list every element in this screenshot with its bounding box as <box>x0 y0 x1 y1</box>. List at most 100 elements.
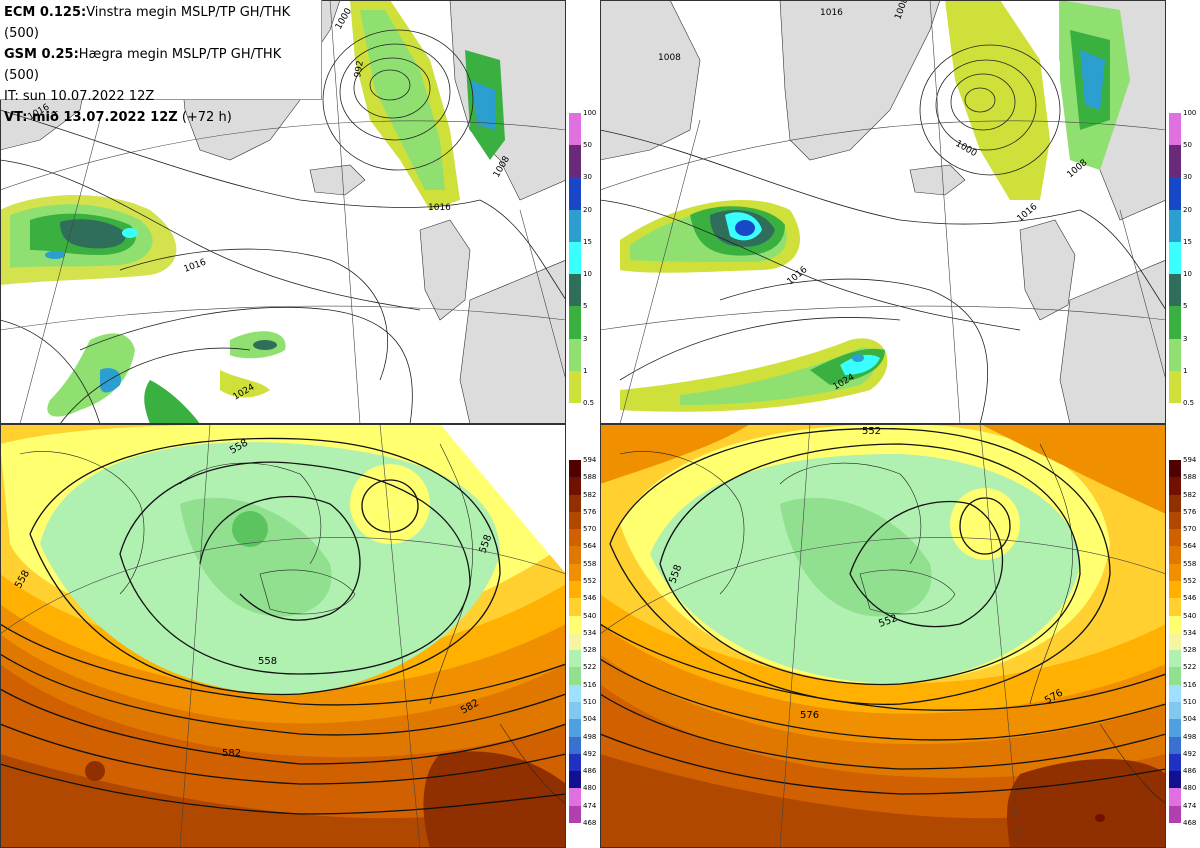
graticule <box>600 0 1166 424</box>
thickness-scale-swatch <box>1169 632 1181 651</box>
thickness-scale-label: 546 <box>583 594 597 603</box>
thickness-scale-label: 486 <box>583 767 597 776</box>
graticule <box>0 0 566 424</box>
thickness-scale-label: 468 <box>1183 819 1197 827</box>
valid-time: VT: mið 13.07.2022 12Z <box>4 110 178 125</box>
precip-scale-label: 50 <box>583 141 592 150</box>
thickness-scale-swatch <box>1169 719 1181 737</box>
precip-scale-swatch <box>1169 338 1181 371</box>
isobars <box>600 44 1166 424</box>
thickness-scale-swatch <box>1169 581 1181 599</box>
thickness-scale-swatch <box>569 736 581 754</box>
precip-scale-label: 15 <box>1183 237 1192 246</box>
thickness-scale-label: 522 <box>583 663 597 672</box>
thickness-scale-swatch <box>1169 529 1181 547</box>
precip-scale-label: 10 <box>1183 270 1192 279</box>
iceland-land <box>909 164 966 196</box>
thickness-scale-swatch <box>569 702 581 720</box>
thickness-scale-label: 576 <box>1183 507 1197 516</box>
precip-scale-label: 0.5 <box>583 399 595 407</box>
europe-land <box>1059 259 1166 424</box>
precip-scale-label: 1 <box>583 366 588 375</box>
thickness-scale-label: 552 <box>583 577 597 585</box>
thickness-scale-label: 582 <box>1183 490 1197 499</box>
thickness-scale-label: 510 <box>1183 698 1197 706</box>
thickness-scale-swatch <box>569 581 581 599</box>
thickness-scale-swatch <box>569 667 581 685</box>
forecast-hour: (+72 h) <box>177 110 232 125</box>
precip-areas <box>620 0 1130 412</box>
thickness-scale-label: 540 <box>583 611 597 620</box>
precip-scale-label: 100 <box>583 109 597 117</box>
thickness-scale-swatch <box>1169 511 1181 530</box>
thickness-scale-label: 480 <box>583 784 597 793</box>
precip-scale-label: 5 <box>1183 302 1188 311</box>
contour-label: 576 <box>800 710 819 721</box>
thickness-scale-label: 534 <box>583 628 597 637</box>
ecm-thickness-map: 558 558 558 558 582 582 <box>0 424 566 848</box>
precip-areas <box>0 0 505 424</box>
precip-scale-label: 30 <box>583 173 592 182</box>
thickness-scale-label: 564 <box>583 542 597 551</box>
thickness-scale-label: 564 <box>1183 542 1197 551</box>
thickness-scale-swatch <box>569 494 581 512</box>
isobar-label: 1016 <box>428 203 451 213</box>
precip-scale-swatch <box>1169 241 1181 275</box>
thickness-scale-swatch <box>1169 615 1181 633</box>
thickness-scale-label: 534 <box>1183 628 1197 637</box>
thickness-scale-swatch <box>1169 753 1181 772</box>
thickness-scale-swatch <box>1169 598 1181 616</box>
ecm-label: ECM 0.125: <box>4 5 87 20</box>
precip-scale-swatch <box>569 370 581 403</box>
thickness-scale-label: 570 <box>1183 525 1197 534</box>
thickness-scale-swatch <box>569 529 581 547</box>
precip-scale-label: 50 <box>1183 141 1192 150</box>
thickness-scale-swatch <box>569 788 581 806</box>
thickness-scale-label: 474 <box>583 801 597 810</box>
gh-contours <box>0 437 566 815</box>
thickness-scale-swatch <box>1169 460 1181 478</box>
thickness-scale-swatch <box>1169 650 1181 668</box>
precip-scale-label: 10 <box>583 270 592 279</box>
thickness-scale-label: 588 <box>583 473 597 482</box>
graticule <box>0 424 566 848</box>
thickness-scale-label: 504 <box>583 715 597 724</box>
thickness-colorbar-right: 594 588 582 576 570 564 558 552 546 540 534 528 522 5… <box>1169 456 1199 827</box>
thickness-scale-label: 528 <box>583 646 597 655</box>
thickness-scale-swatch <box>1169 788 1181 806</box>
precip-scale-swatch <box>569 274 581 307</box>
thickness-scale-label: 522 <box>1183 663 1197 672</box>
thickness-scale-label: 468 <box>583 819 597 827</box>
thickness-scale-label: 516 <box>1183 680 1197 689</box>
thickness-scale-swatch <box>569 719 581 737</box>
thickness-scale-swatch <box>569 598 581 616</box>
contour-label: 582 <box>222 748 241 759</box>
thickness-scale-swatch <box>569 477 581 495</box>
british-isles-land <box>1019 219 1076 321</box>
precip-scale-label: 0.5 <box>1183 399 1195 407</box>
graticule <box>600 424 1166 848</box>
thickness-scale-swatch <box>569 563 581 581</box>
precip-scale-swatch <box>1169 370 1181 403</box>
thickness-scale-label: 558 <box>1183 559 1197 568</box>
thickness-scale-swatch <box>569 460 581 478</box>
isobar-label: 992 <box>353 60 366 79</box>
thickness-scale-swatch <box>569 650 581 668</box>
thickness-scale-swatch <box>1169 477 1181 495</box>
gsm-thickness-map: 552 558 552 576 576 <box>600 424 1166 848</box>
iceland-land <box>309 164 366 196</box>
thickness-scale-swatch <box>1169 546 1181 564</box>
thickness-scale-label: 552 <box>1183 577 1197 585</box>
precip-scale-swatch <box>569 338 581 371</box>
thickness-scale-label: 594 <box>583 456 597 464</box>
gsm-description: Hægra megin MSLP/TP GH/THK (500) <box>4 47 282 83</box>
thickness-scale-label: 480 <box>1183 784 1197 793</box>
thickness-scale-label: 492 <box>1183 749 1197 758</box>
thickness-scale-label: 498 <box>1183 732 1197 741</box>
thickness-scale-label: 474 <box>1183 801 1197 810</box>
thickness-scale-label: 558 <box>583 559 597 568</box>
gsm-thickness-panel: 552 558 552 576 576 <box>600 424 1166 848</box>
thickness-scale-label: 486 <box>1183 767 1197 776</box>
gsm-mslp-panel: 1016 1008 1008 1000 1008 1016 1016 1024 <box>600 0 1166 424</box>
thickness-scale-swatch <box>1169 684 1181 702</box>
